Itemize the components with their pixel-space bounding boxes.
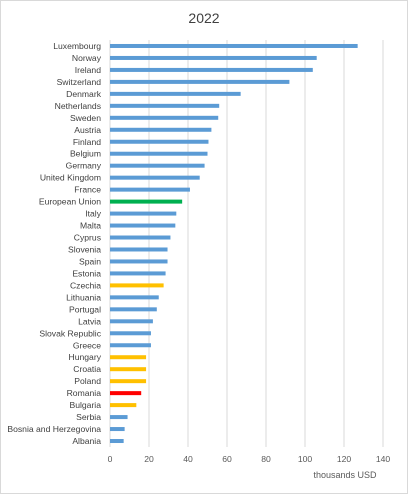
x-tick-label: 20: [144, 454, 154, 464]
category-label: Finland: [73, 137, 101, 147]
category-label: Ireland: [75, 65, 101, 75]
bar: [110, 187, 190, 192]
category-label: Belgium: [70, 149, 101, 159]
category-label: Lithuania: [66, 292, 101, 302]
x-axis-label: thousands USD: [313, 470, 377, 480]
bar: [110, 199, 183, 204]
x-tick-label: 140: [376, 454, 391, 464]
bar: [110, 403, 137, 408]
x-tick-label: 40: [183, 454, 193, 464]
category-label: Slovak Republic: [39, 328, 101, 338]
category-label: Portugal: [69, 304, 101, 314]
bar: [110, 415, 128, 420]
category-label: France: [74, 185, 101, 195]
bar: [110, 139, 209, 144]
category-label: Italy: [85, 209, 101, 219]
bar: [110, 127, 212, 132]
category-label: United Kingdom: [40, 173, 101, 183]
category-label: Malta: [80, 221, 101, 231]
bar: [110, 235, 171, 240]
category-label: Estonia: [72, 268, 101, 278]
category-label: Serbia: [76, 412, 101, 422]
bar: [110, 103, 220, 108]
category-label: Denmark: [66, 89, 102, 99]
bar: [110, 331, 151, 336]
bar: [110, 67, 313, 72]
bar: [110, 295, 159, 300]
category-label: Germany: [66, 161, 102, 171]
category-label: Switzerland: [57, 77, 102, 87]
bar: [110, 439, 124, 444]
gridlines: [109, 40, 384, 447]
chart-title: 2022: [188, 10, 219, 26]
category-label: Austria: [74, 125, 101, 135]
bar: [110, 319, 153, 324]
category-label: Bulgaria: [69, 400, 101, 410]
category-label: Latvia: [78, 316, 101, 326]
bar: [110, 307, 157, 312]
bar: [110, 55, 317, 60]
bar: [110, 43, 358, 48]
category-label: Hungary: [69, 352, 102, 362]
category-label: European Union: [39, 197, 101, 207]
category-label: Poland: [74, 376, 101, 386]
category-labels: Luxembourg Norway Ireland Switzerland Denmar…: [7, 41, 101, 446]
bar: [110, 91, 241, 96]
bar: [110, 379, 147, 384]
bar: [110, 223, 176, 228]
bar: [110, 343, 151, 348]
category-label: Cyprus: [74, 233, 101, 243]
bar: [110, 115, 219, 120]
bar: [110, 151, 208, 156]
x-tick-label: 0: [108, 454, 113, 464]
category-label: Albania: [72, 436, 101, 446]
bar: [110, 247, 168, 252]
category-label: Greece: [73, 340, 101, 350]
bar: [110, 79, 290, 84]
x-tick-label: 80: [261, 454, 271, 464]
category-label: Spain: [79, 256, 101, 266]
bar: [110, 355, 147, 360]
bar: [110, 175, 200, 180]
category-label: Luxembourg: [53, 41, 101, 51]
category-label: Czechia: [70, 280, 101, 290]
bars: [110, 43, 358, 444]
bar: [110, 211, 177, 216]
bar: [110, 163, 205, 168]
bar: [110, 271, 166, 276]
x-tick-label: 100: [298, 454, 313, 464]
category-label: Netherlands: [55, 101, 101, 111]
category-label: Croatia: [73, 364, 101, 374]
bar: [110, 427, 125, 432]
bar: [110, 391, 142, 396]
category-label: Sweden: [70, 113, 101, 123]
category-label: Romania: [67, 388, 102, 398]
x-tick-label: 120: [337, 454, 352, 464]
x-tick-labels: 0 20 40 60 80 100 120 140: [108, 454, 391, 464]
x-tick-label: 60: [222, 454, 232, 464]
category-label: Norway: [72, 53, 102, 63]
bar: [110, 283, 164, 288]
bar: [110, 259, 168, 264]
bar: [110, 367, 147, 372]
category-label: Bosnia and Herzegovina: [7, 424, 101, 434]
category-label: Slovenia: [68, 244, 101, 254]
